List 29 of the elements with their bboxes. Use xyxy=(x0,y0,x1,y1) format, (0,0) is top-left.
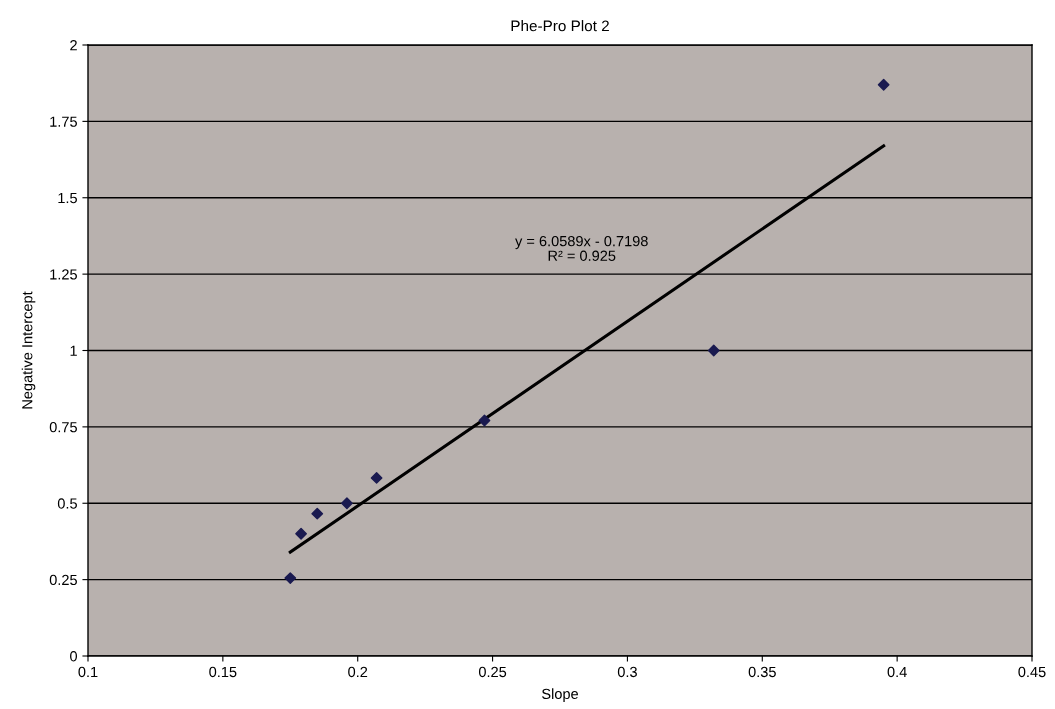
point xyxy=(295,527,307,540)
x-tick-label: 0.45 xyxy=(1018,666,1046,678)
point xyxy=(370,472,383,484)
y-tick-label: 0.25 xyxy=(49,574,77,586)
point xyxy=(877,78,890,91)
y-tick-label: 2 xyxy=(70,40,77,51)
annotation: y = 6.0589x - 0.7198 R² = 0.925 xyxy=(515,235,648,261)
x-tick-label: 0.25 xyxy=(478,666,507,678)
x-tick-label: 0.1 xyxy=(78,666,98,678)
chart-title: Phe-Pro Plot 2 xyxy=(511,20,609,32)
y-tick-label: 0.5 xyxy=(57,498,77,509)
x-tick-label: 0.15 xyxy=(209,666,237,678)
x-tick-label: 0.4 xyxy=(887,666,907,678)
x-tick-label: 0.2 xyxy=(348,666,368,678)
y-tick-label: 0 xyxy=(70,651,78,662)
y-axis-title: Negative Intercept xyxy=(21,291,36,409)
point xyxy=(341,497,353,510)
y-tick-label: 1 xyxy=(70,345,77,356)
y-tick-label: 1.5 xyxy=(58,193,77,204)
point xyxy=(478,414,491,427)
y-tick-label: 1.75 xyxy=(50,116,77,127)
x-tick-label: 0.35 xyxy=(748,666,776,678)
y-tick-label: 1.25 xyxy=(50,269,77,280)
point xyxy=(707,344,720,357)
x-tick-label: 0.3 xyxy=(617,666,637,678)
x-axis-title: Slope xyxy=(542,688,578,702)
y-tick-label: 0.75 xyxy=(49,421,77,433)
point xyxy=(311,507,324,520)
point xyxy=(284,572,297,584)
